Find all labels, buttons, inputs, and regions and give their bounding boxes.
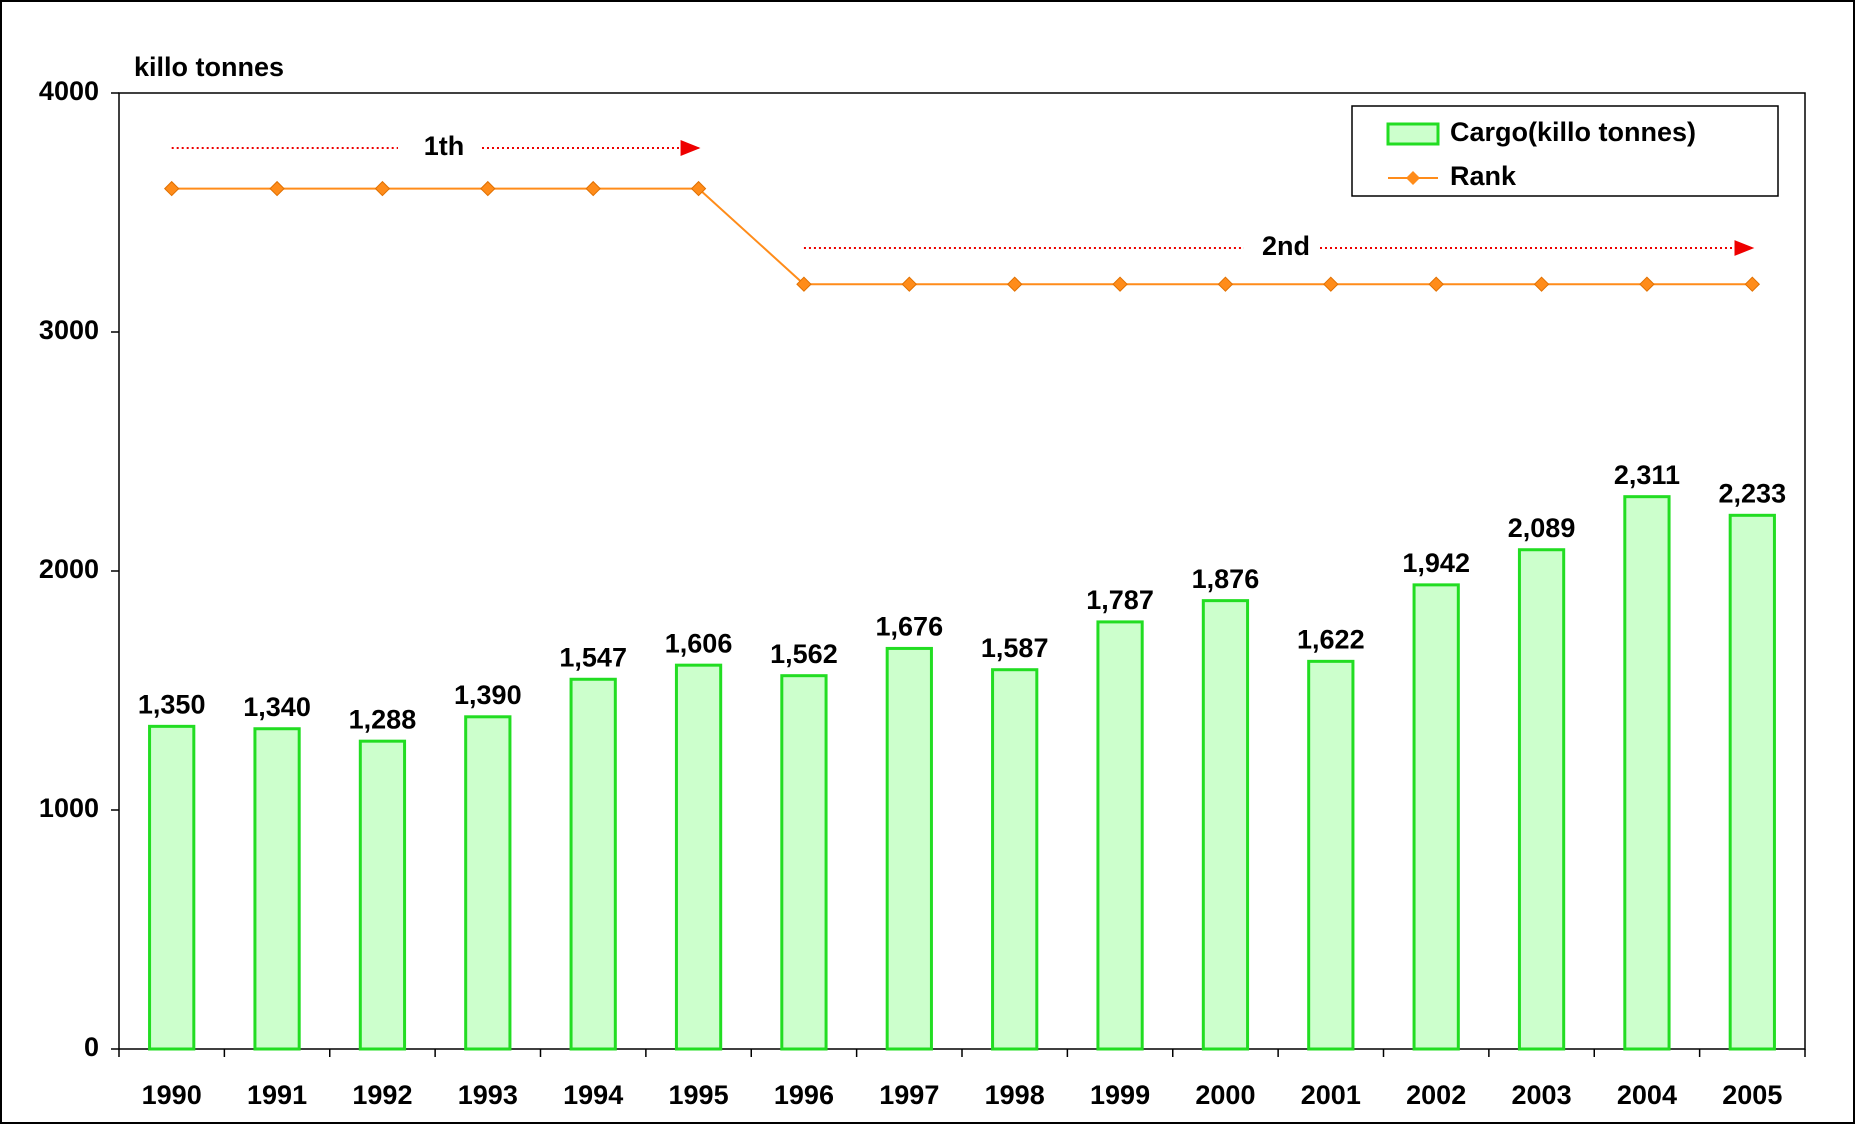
bar <box>991 668 1039 1051</box>
x-tick-label: 1992 <box>352 1080 412 1110</box>
x-tick-label: 1999 <box>1090 1080 1150 1110</box>
rank-marker <box>585 180 601 197</box>
x-tick-label: 2001 <box>1301 1080 1361 1110</box>
bar <box>1517 548 1566 1051</box>
value-label: 1,622 <box>1297 624 1365 654</box>
bar <box>1096 620 1144 1051</box>
y-tick-label: 1000 <box>39 793 99 823</box>
y-axis-label: killo tonnes <box>134 52 284 82</box>
rank-marker <box>374 180 391 197</box>
bar <box>1307 659 1355 1051</box>
value-label: 2,233 <box>1719 478 1787 508</box>
rank-marker <box>901 276 918 292</box>
value-label: 1,390 <box>454 680 522 710</box>
x-tick-label: 2003 <box>1512 1080 1572 1110</box>
rank-marker <box>1006 276 1023 292</box>
x-tick-label: 1994 <box>563 1080 623 1110</box>
rank-marker <box>1533 276 1550 292</box>
rank-marker <box>1639 276 1655 292</box>
value-label: 1,547 <box>559 642 627 672</box>
annotation: 1th <box>424 131 465 161</box>
bar <box>674 663 723 1051</box>
x-tick-label: 1990 <box>142 1080 202 1110</box>
rank-marker <box>1323 276 1339 292</box>
bar <box>358 739 407 1051</box>
rank-marker <box>269 180 285 197</box>
value-label: 1,676 <box>876 612 944 642</box>
rank-marker <box>1217 276 1234 292</box>
y-tick-label: 0 <box>84 1032 99 1062</box>
bar <box>1201 599 1250 1051</box>
rank-line <box>171 187 1753 286</box>
x-tick-label: 2004 <box>1617 1080 1677 1110</box>
value-label: 2,311 <box>1614 460 1680 490</box>
value-label: 1,340 <box>243 692 311 722</box>
rank-marker <box>480 180 496 197</box>
bar <box>780 674 828 1051</box>
bar <box>464 715 512 1051</box>
legend-label: Cargo(killo tonnes) <box>1450 117 1696 147</box>
bar <box>1412 583 1460 1051</box>
x-tick-label: 1998 <box>985 1080 1045 1110</box>
rank-marker <box>690 180 707 197</box>
x-tick-label: 1996 <box>774 1080 834 1110</box>
rank-marker <box>1744 276 1761 292</box>
value-label: 1,350 <box>138 689 206 719</box>
annotation: 2nd <box>1262 231 1310 261</box>
value-label: 1,942 <box>1402 548 1470 578</box>
value-label: 1,288 <box>349 704 417 734</box>
x-tick-label: 2005 <box>1722 1080 1782 1110</box>
legend-marker <box>1406 171 1420 185</box>
x-tick-label: 1993 <box>458 1080 518 1110</box>
legend-label: Rank <box>1450 161 1517 191</box>
rank-marker <box>1112 276 1128 292</box>
bar <box>148 724 196 1051</box>
value-label: 1,562 <box>770 639 838 669</box>
legend-box <box>1351 105 1779 197</box>
rank-marker <box>163 180 180 197</box>
bar <box>1728 513 1776 1051</box>
bar <box>1623 495 1671 1051</box>
value-label: 2,089 <box>1508 513 1576 543</box>
value-label: 1,606 <box>665 628 733 658</box>
x-tick-label: 1997 <box>879 1080 939 1110</box>
bar <box>885 646 933 1051</box>
value-label: 1,587 <box>981 633 1049 663</box>
value-label: 1,876 <box>1192 564 1260 594</box>
legend-swatch <box>1386 122 1440 146</box>
x-tick-label: 2000 <box>1195 1080 1255 1110</box>
rank-marker <box>796 276 812 292</box>
rank-marker <box>1428 276 1444 292</box>
x-tick-label: 1991 <box>247 1080 307 1110</box>
y-tick-label: 2000 <box>39 554 99 584</box>
y-tick-label: 3000 <box>39 315 99 345</box>
x-tick-label: 2002 <box>1406 1080 1466 1110</box>
x-tick-label: 1995 <box>669 1080 729 1110</box>
value-label: 1,787 <box>1086 585 1154 615</box>
y-tick-label: 4000 <box>39 76 99 106</box>
bar <box>253 727 301 1051</box>
bar <box>569 677 617 1051</box>
